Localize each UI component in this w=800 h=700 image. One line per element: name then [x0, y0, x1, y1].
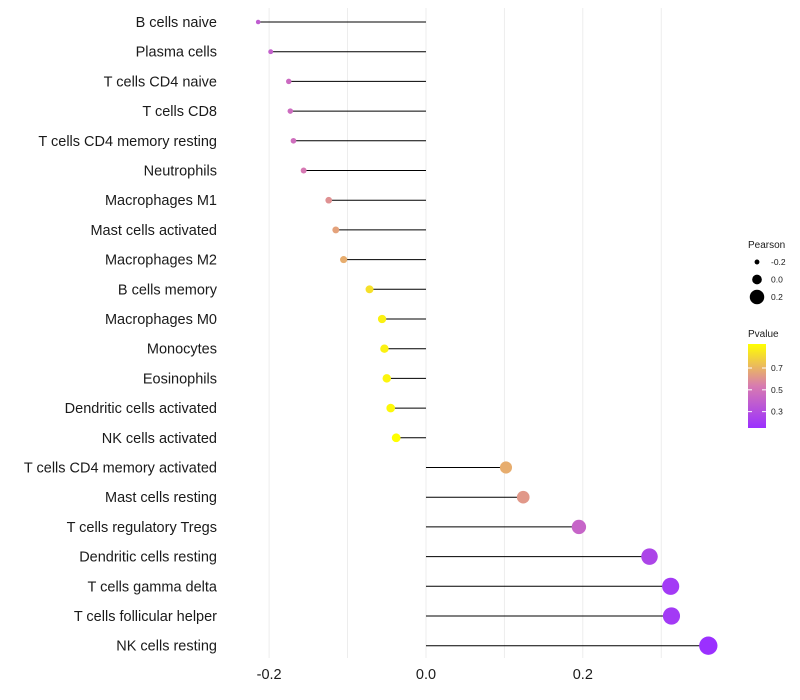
category-label: T cells CD4 memory activated	[24, 461, 217, 477]
lollipop-point	[340, 256, 348, 264]
lollipop-stems	[258, 21, 709, 647]
lollipop-point	[382, 374, 392, 383]
x-tick-label: 0.0	[416, 667, 436, 683]
lollipop-point	[641, 548, 658, 565]
category-label: B cells memory	[118, 282, 218, 298]
category-label: Neutrophils	[144, 164, 217, 180]
x-tick-label: -0.2	[257, 667, 282, 683]
category-label: T cells gamma delta	[88, 579, 218, 595]
lollipop-point	[290, 137, 297, 144]
size-legend-label: 0.2	[771, 292, 783, 302]
color-legend: Pvalue 0.7 0.5 0.3	[748, 329, 783, 428]
category-label: T cells regulatory Tregs	[67, 520, 217, 536]
size-legend-label: -0.2	[771, 257, 786, 267]
lollipop-point	[662, 577, 680, 595]
category-label: Mast cells activated	[90, 223, 217, 239]
lollipop-point	[365, 285, 374, 294]
lollipop-point	[380, 344, 389, 353]
lollipop-point	[332, 226, 340, 234]
lollipop-point	[268, 49, 274, 55]
category-label: T cells follicular helper	[74, 609, 217, 625]
grid-lines	[268, 8, 662, 658]
lollipop-point	[391, 433, 401, 443]
category-label: Plasma cells	[136, 45, 217, 61]
lollipop-point	[662, 607, 681, 625]
category-label: Mast cells resting	[105, 490, 217, 506]
size-legend-label: 0.0	[771, 275, 783, 285]
lollipop-point	[300, 167, 307, 174]
lollipop-point	[699, 636, 718, 655]
category-label: T cells CD4 memory resting	[38, 134, 217, 150]
category-label: Monocytes	[147, 342, 217, 358]
category-label: Macrophages M1	[105, 193, 217, 209]
lollipop-point	[377, 314, 387, 324]
color-legend-title: Pvalue	[748, 329, 779, 340]
size-legend-dot	[754, 259, 760, 265]
category-label: NK cells activated	[102, 431, 217, 447]
size-legend-dot	[752, 274, 762, 285]
lollipop-point	[571, 519, 587, 535]
lollipop-point	[255, 19, 261, 25]
lollipop-point	[286, 78, 292, 85]
color-legend-bar	[748, 344, 766, 428]
category-label: Macrophages M0	[105, 312, 217, 328]
size-legend-dot	[749, 289, 765, 305]
category-label: Eosinophils	[143, 371, 217, 387]
lollipop-point	[287, 108, 294, 114]
lollipop-point	[516, 490, 530, 504]
category-label: NK cells resting	[116, 639, 217, 655]
size-legend: Pearson -0.2 0.0 0.2	[748, 240, 786, 305]
lollipop-points	[255, 19, 718, 655]
category-label: T cells CD4 naive	[104, 74, 217, 90]
category-label: B cells naive	[136, 15, 217, 31]
lollipop-point	[325, 196, 333, 204]
category-labels: B cells naive Plasma cells T cells CD4 nai…	[24, 15, 218, 655]
category-label: Dendritic cells activated	[65, 401, 217, 417]
size-legend-title: Pearson	[748, 240, 785, 251]
x-tick-label: 0.2	[573, 667, 593, 683]
x-axis-ticks: -0.2 0.0 0.2	[257, 667, 593, 683]
color-legend-label: 0.7	[771, 363, 783, 373]
lollipop-point	[499, 461, 513, 474]
category-label: Macrophages M2	[105, 253, 217, 269]
color-legend-label: 0.5	[771, 385, 783, 395]
category-label: T cells CD8	[142, 104, 217, 120]
color-legend-label: 0.3	[771, 407, 783, 417]
lollipop-point	[386, 403, 395, 413]
category-label: Dendritic cells resting	[79, 550, 217, 566]
